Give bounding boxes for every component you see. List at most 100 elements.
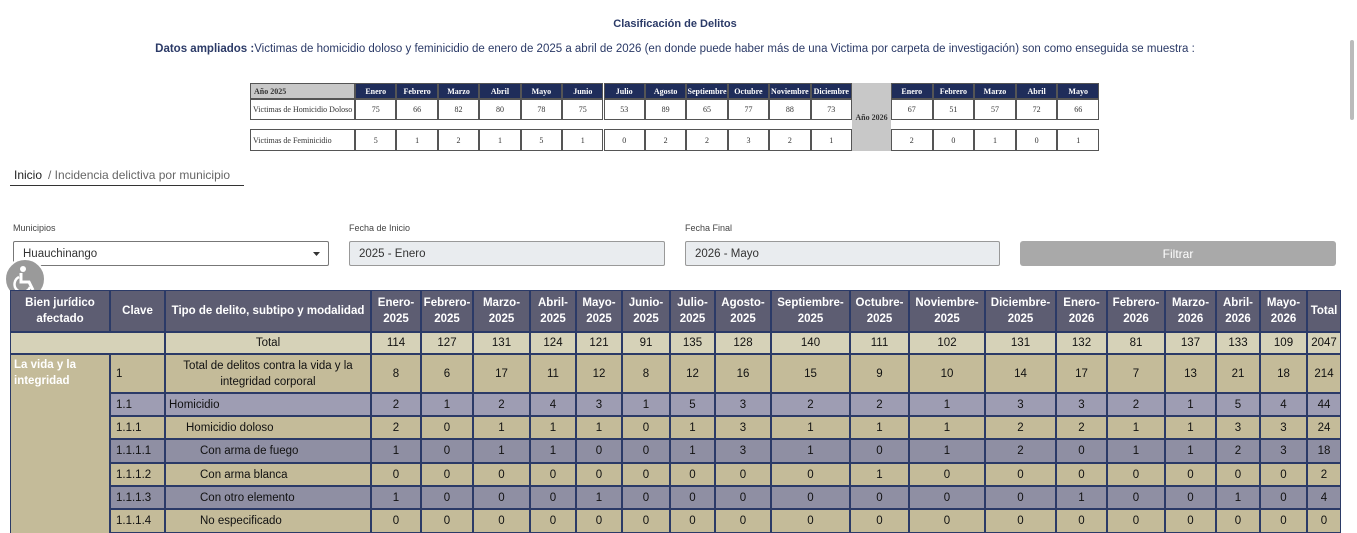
tipo-cell: Homicidio doloso	[165, 416, 371, 439]
value-cell: 0	[1056, 509, 1107, 533]
clave-cell: 1.1	[110, 393, 165, 416]
value-cell: 2	[644, 129, 687, 151]
value-cell: 77	[727, 99, 770, 120]
value-cell: 0	[670, 463, 715, 486]
total-cell: 111	[850, 332, 909, 354]
scrollbar[interactable]	[1350, 40, 1354, 120]
filter-button[interactable]: Filtrar	[1020, 241, 1336, 266]
value-cell: 3	[715, 393, 771, 416]
breadcrumb-home[interactable]: Inicio	[14, 167, 43, 182]
value-cell: 2	[1056, 416, 1107, 439]
value-cell: 0	[576, 463, 622, 486]
dropdown-arrow	[313, 252, 320, 256]
value-cell: 82	[437, 99, 480, 120]
value-cell: 2	[985, 416, 1056, 439]
value-cell: 0	[421, 486, 473, 509]
value-cell: 0	[771, 463, 850, 486]
month-header: Noviembre	[769, 83, 811, 99]
value-cell: 1	[371, 486, 421, 509]
value-cell: 1	[909, 393, 985, 416]
month-header: Septiembre	[686, 83, 728, 99]
value-cell: 2	[371, 416, 421, 439]
value-cell: 12	[576, 354, 622, 393]
value-cell: 0	[371, 463, 421, 486]
value-cell: 0	[1216, 509, 1260, 533]
value-cell: 0	[530, 509, 576, 533]
value-cell: 0	[1015, 129, 1058, 151]
tipo-cell: Con arma blanca	[165, 463, 371, 486]
total-cell: 128	[715, 332, 771, 354]
value-cell: 8	[371, 354, 421, 393]
value-cell: 5	[520, 129, 563, 151]
value-cell: 0	[473, 486, 530, 509]
value-cell: 7	[1107, 354, 1165, 393]
column-header: Enero-2026	[1056, 290, 1107, 332]
value-cell: 10	[909, 354, 985, 393]
value-cell: 0	[603, 129, 645, 151]
clave-cell: 1.1.1.2	[110, 463, 165, 486]
value-cell: 0	[1107, 486, 1165, 509]
value-cell: 44	[1307, 393, 1341, 416]
month-header: Enero	[355, 83, 397, 99]
value-cell: 0	[1307, 509, 1341, 533]
municipio-select[interactable]: Huauchinango	[13, 241, 329, 266]
total-cell: 135	[670, 332, 715, 354]
value-cell: 0	[715, 486, 771, 509]
value-cell: 1	[1165, 416, 1216, 439]
value-cell: 0	[421, 416, 473, 439]
total-cell: 137	[1165, 332, 1216, 354]
month-header: Marzo	[974, 83, 1016, 99]
year-header: Año 2026	[852, 83, 891, 151]
month-header: Febrero	[396, 83, 438, 99]
value-cell: 0	[622, 439, 670, 463]
value-cell: 2	[891, 129, 933, 151]
month-header: Diciembre	[810, 83, 852, 99]
clave-cell: 1.1.1.4	[110, 509, 165, 533]
column-header: Abril-2026	[1216, 290, 1260, 332]
field-label: Fecha de Inicio	[349, 223, 411, 233]
total-cell: 102	[909, 332, 985, 354]
value-cell: 5	[1216, 393, 1260, 416]
value-cell: 3	[985, 393, 1056, 416]
value-cell: 0	[421, 509, 473, 533]
value-cell: 2	[1307, 463, 1341, 486]
column-header: Tipo de delito, subtipo y modalidad	[165, 290, 371, 332]
year-header: Año 2025	[250, 83, 355, 99]
value-cell: 0	[1165, 486, 1216, 509]
end-input[interactable]: 2026 - Mayo	[685, 241, 1000, 266]
value-cell: 3	[1260, 439, 1307, 463]
value-cell: 75	[562, 99, 604, 120]
value-cell: 0	[622, 416, 670, 439]
value-cell: 2	[771, 393, 850, 416]
breadcrumb-current: / Incidencia delictiva por municipio	[48, 167, 231, 182]
value-cell: 1	[909, 439, 985, 463]
value-cell: 1	[670, 416, 715, 439]
lead-text: Victimas de homicidio doloso y feminicid…	[254, 43, 1195, 55]
value-cell: 12	[670, 354, 715, 393]
value-cell: 67	[891, 99, 933, 120]
value-cell: 2	[437, 129, 480, 151]
column-header: Clave	[110, 290, 165, 332]
value-cell: 18	[1260, 354, 1307, 393]
column-header: Mayo-2025	[576, 290, 622, 332]
value-cell: 4	[530, 393, 576, 416]
column-header: Total	[1307, 290, 1341, 332]
value-cell: 2	[1107, 393, 1165, 416]
value-cell: 0	[421, 439, 473, 463]
value-cell: 1	[576, 416, 622, 439]
total-cell: 91	[622, 332, 670, 354]
total-cell: 109	[1260, 332, 1307, 354]
value-cell: 2	[769, 129, 811, 151]
group-cell: La vida y la integridad	[10, 354, 110, 533]
value-cell: 0	[1165, 509, 1216, 533]
value-cell: 1	[850, 463, 909, 486]
value-cell: 0	[670, 509, 715, 533]
value-cell: 5	[355, 129, 397, 151]
value-cell: 0	[850, 486, 909, 509]
start-input[interactable]: 2025 - Enero	[349, 241, 665, 266]
clave-cell: 1.1.1	[110, 416, 165, 439]
column-header: Diciembre-2025	[985, 290, 1056, 332]
value-cell: 214	[1307, 354, 1341, 393]
